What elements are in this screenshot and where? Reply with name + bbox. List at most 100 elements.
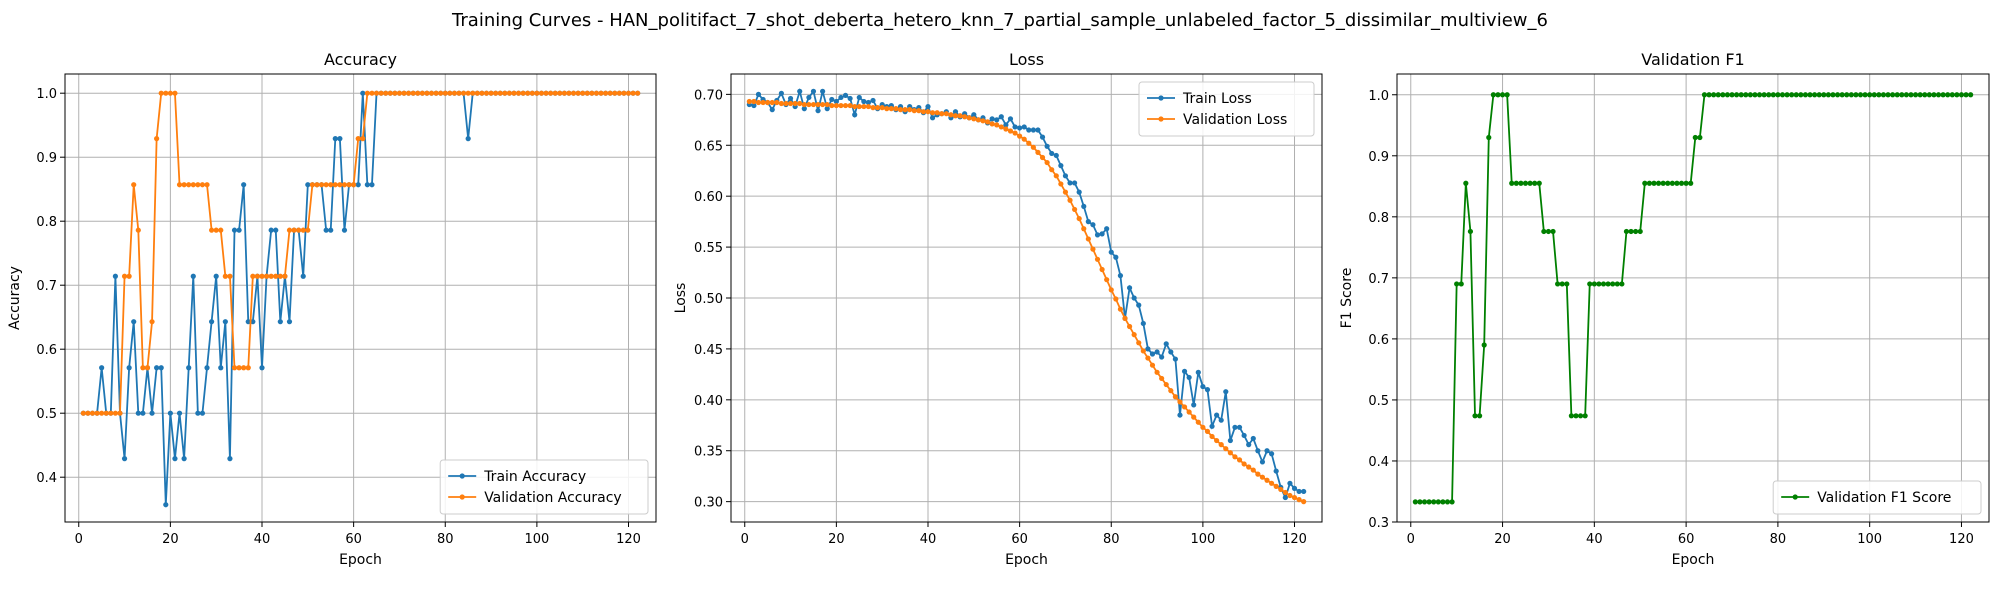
- data-point: [1218, 417, 1224, 423]
- data-point: [1007, 116, 1014, 122]
- data-point: [300, 273, 306, 279]
- data-point: [1522, 180, 1529, 186]
- data-point: [1812, 92, 1818, 98]
- data-point: [1227, 450, 1233, 456]
- data-point: [364, 182, 370, 188]
- data-point: [829, 102, 835, 109]
- data-point: [373, 90, 380, 96]
- data-point: [1697, 134, 1703, 141]
- data-point: [1665, 180, 1671, 186]
- y-tick-label: 0.50: [694, 292, 723, 307]
- data-point: [1291, 494, 1298, 501]
- data-point: [1798, 92, 1804, 98]
- data-point: [994, 122, 1000, 128]
- data-point: [1296, 488, 1302, 495]
- data-point: [1140, 348, 1146, 354]
- data-point: [378, 90, 384, 96]
- data-point: [797, 88, 803, 94]
- data-point: [140, 410, 146, 416]
- data-point: [1301, 488, 1307, 495]
- data-point: [1747, 92, 1753, 98]
- data-point: [254, 273, 261, 279]
- data-point: [529, 90, 535, 96]
- data-point: [1688, 180, 1694, 186]
- data-point: [1559, 281, 1565, 287]
- data-point: [1490, 92, 1496, 98]
- x-tick-label: 40: [1586, 532, 1603, 547]
- data-point: [1044, 159, 1050, 166]
- data-point: [1848, 92, 1854, 98]
- data-point: [204, 365, 210, 371]
- data-point: [1614, 281, 1620, 287]
- data-point: [1853, 92, 1859, 98]
- data-point: [1021, 136, 1027, 142]
- data-point: [1504, 92, 1510, 98]
- data-point: [1435, 499, 1441, 505]
- y-tick-label: 0.65: [694, 139, 723, 154]
- data-point: [456, 90, 462, 96]
- data-point: [323, 182, 329, 188]
- data-point: [561, 90, 567, 96]
- series-line: [749, 87, 1304, 501]
- data-point: [980, 118, 986, 124]
- data-point: [1003, 126, 1009, 132]
- data-point: [250, 319, 256, 325]
- data-point: [149, 319, 155, 325]
- data-point: [154, 136, 160, 142]
- data-point: [865, 99, 872, 106]
- data-point: [1440, 499, 1446, 505]
- data-point: [511, 90, 517, 96]
- x-tick-label: 20: [1494, 532, 1511, 547]
- data-point: [1674, 180, 1680, 186]
- series-0: [746, 87, 1307, 501]
- data-point: [971, 116, 977, 122]
- data-point: [1287, 480, 1293, 486]
- data-point: [1477, 413, 1483, 419]
- data-point: [1195, 419, 1201, 425]
- data-point: [186, 365, 192, 371]
- series-line: [83, 92, 638, 505]
- data-point: [474, 90, 480, 96]
- data-point: [451, 90, 458, 96]
- data-point: [231, 365, 238, 371]
- data-point: [865, 103, 872, 110]
- data-point: [1113, 254, 1119, 260]
- data-point: [838, 94, 844, 101]
- y-tick-label: 0.6: [1368, 333, 1389, 348]
- data-point: [1269, 480, 1275, 486]
- y-tick-label: 1.0: [1368, 89, 1389, 104]
- data-point: [1642, 180, 1648, 186]
- data-point: [360, 136, 366, 142]
- data-point: [1053, 173, 1059, 179]
- series-0: [80, 90, 641, 508]
- data-point: [1209, 433, 1215, 440]
- data-point: [199, 182, 206, 188]
- data-point: [112, 410, 118, 416]
- data-point: [1752, 92, 1758, 98]
- data-point: [1761, 92, 1767, 98]
- data-point: [1619, 281, 1625, 287]
- data-point: [861, 103, 867, 110]
- data-point: [1692, 134, 1698, 141]
- data-point: [241, 365, 247, 371]
- data-point: [1532, 180, 1538, 186]
- data-point: [1844, 92, 1850, 98]
- legend-label: Validation Accuracy: [484, 490, 622, 506]
- data-point: [847, 102, 853, 109]
- data-point: [163, 90, 169, 96]
- chart-title: Accuracy: [324, 50, 397, 69]
- data-point: [314, 182, 320, 188]
- data-point: [1136, 340, 1142, 346]
- data-point: [1214, 437, 1220, 444]
- data-point: [117, 410, 123, 416]
- data-point: [1536, 180, 1542, 186]
- data-point: [1958, 92, 1965, 98]
- data-point: [227, 273, 233, 279]
- data-point: [1885, 92, 1891, 98]
- data-point: [751, 98, 757, 105]
- data-point: [824, 106, 830, 112]
- data-point: [1168, 349, 1174, 355]
- data-point: [593, 90, 600, 96]
- data-point: [1628, 228, 1634, 235]
- data-point: [1149, 362, 1156, 368]
